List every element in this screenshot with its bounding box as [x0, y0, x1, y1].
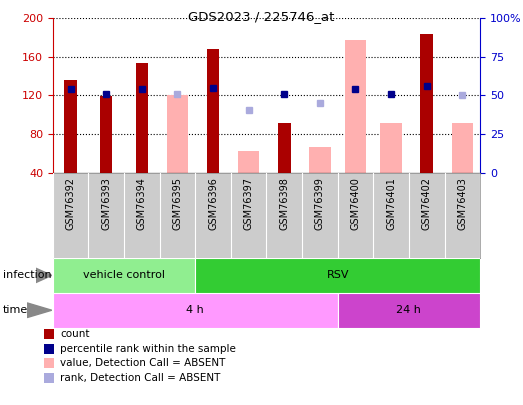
Text: GSM76392: GSM76392	[65, 177, 76, 230]
Bar	[207, 49, 219, 173]
Bar	[167, 95, 188, 173]
Bar	[338, 293, 480, 328]
Bar	[53, 258, 195, 293]
Polygon shape	[27, 303, 52, 318]
Text: GSM76394: GSM76394	[137, 177, 147, 230]
Text: GSM76397: GSM76397	[244, 177, 254, 230]
Text: GSM76403: GSM76403	[457, 177, 468, 230]
Text: 24 h: 24 h	[396, 305, 422, 315]
Bar	[309, 147, 331, 173]
Bar	[100, 96, 112, 173]
Text: GSM76396: GSM76396	[208, 177, 218, 230]
Text: time: time	[3, 305, 28, 315]
Polygon shape	[36, 268, 52, 283]
Bar	[345, 40, 366, 173]
Text: rank, Detection Call = ABSENT: rank, Detection Call = ABSENT	[60, 373, 221, 383]
Bar	[380, 123, 402, 173]
Bar	[135, 64, 148, 173]
Bar	[420, 34, 433, 173]
Text: GSM76399: GSM76399	[315, 177, 325, 230]
Bar	[195, 258, 480, 293]
Text: GDS2023 / 225746_at: GDS2023 / 225746_at	[188, 10, 335, 23]
Text: GSM76401: GSM76401	[386, 177, 396, 230]
Text: GSM76402: GSM76402	[422, 177, 431, 230]
Bar	[452, 123, 473, 173]
Text: GSM76395: GSM76395	[173, 177, 183, 230]
Bar	[278, 124, 290, 173]
Text: count: count	[60, 329, 89, 339]
Bar	[238, 151, 259, 173]
Text: infection: infection	[3, 271, 51, 280]
Text: GSM76398: GSM76398	[279, 177, 289, 230]
Text: value, Detection Call = ABSENT: value, Detection Call = ABSENT	[60, 358, 225, 368]
Text: RSV: RSV	[326, 271, 349, 280]
Bar	[64, 80, 77, 173]
Text: GSM76400: GSM76400	[350, 177, 360, 230]
Text: 4 h: 4 h	[186, 305, 204, 315]
Text: vehicle control: vehicle control	[83, 271, 165, 280]
Bar	[53, 293, 338, 328]
Text: percentile rank within the sample: percentile rank within the sample	[60, 344, 236, 354]
Text: GSM76393: GSM76393	[101, 177, 111, 230]
